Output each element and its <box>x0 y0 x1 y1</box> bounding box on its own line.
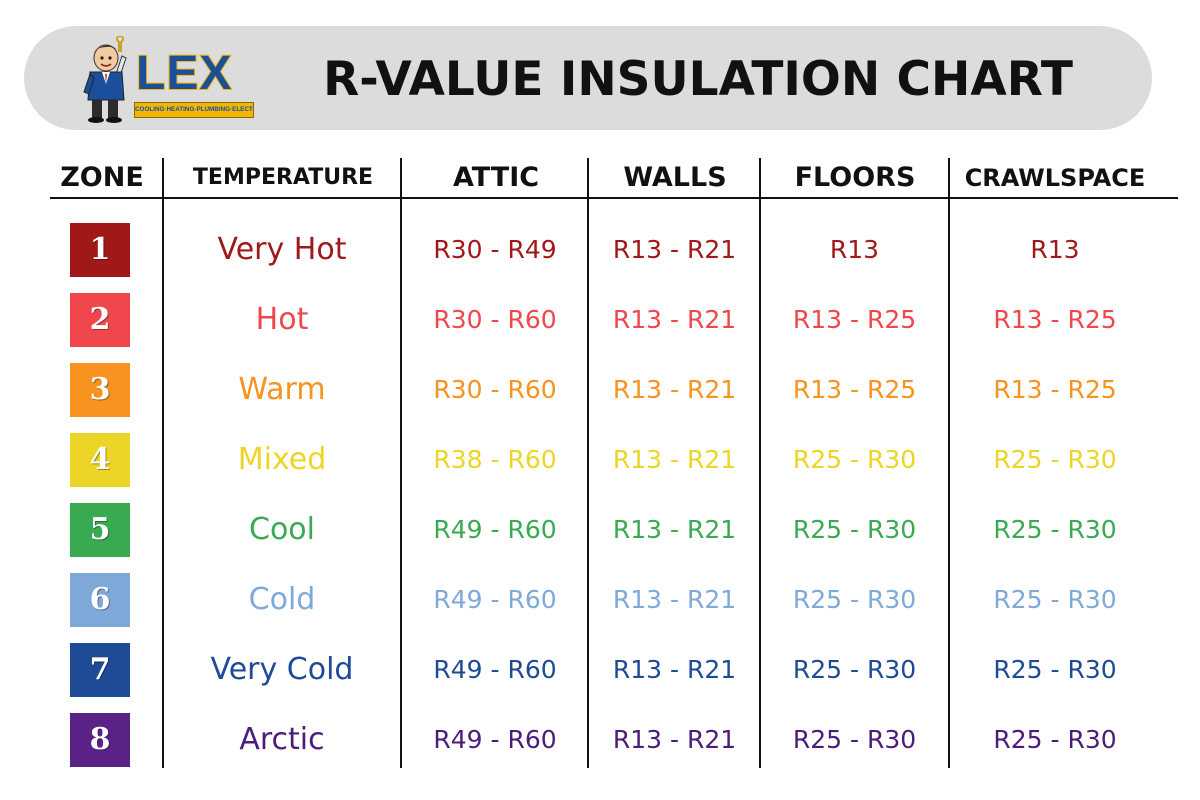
zone-badge: 8 <box>70 713 130 767</box>
crawlspace-cell: R25 - R30 <box>993 585 1117 614</box>
attic-cell: R49 - R60 <box>433 585 557 614</box>
walls-cell: R13 - R21 <box>612 375 737 404</box>
column-divider <box>948 158 950 768</box>
table-row-zone-3: 3 Warm R30 - R60 R13 - R21 R13 - R25 R13… <box>0 355 1200 425</box>
mascot-icon <box>83 36 127 123</box>
table-row-zone-8: 8 Arctic R49 - R60 R13 - R21 R25 - R30 R… <box>0 705 1200 775</box>
header-divider <box>50 197 1178 199</box>
attic-cell: R49 - R60 <box>433 515 557 544</box>
floors-cell: R25 - R30 <box>792 585 917 614</box>
floors-cell: R13 <box>829 235 880 264</box>
crawlspace-cell: R13 - R25 <box>993 305 1117 334</box>
column-header-temperature: TEMPERATURE <box>192 165 374 190</box>
walls-cell: R13 - R21 <box>612 725 737 754</box>
table-row-zone-2: 2 Hot R30 - R60 R13 - R21 R13 - R25 R13 … <box>0 285 1200 355</box>
logo-wordmark: LEX <box>135 47 233 100</box>
lex-logo: LEX COOLING·HEATING·PLUMBING·ELECTRIC <box>78 36 258 124</box>
floors-cell: R13 - R25 <box>792 375 917 404</box>
walls-cell: R13 - R21 <box>612 445 737 474</box>
attic-cell: R30 - R60 <box>433 375 557 404</box>
temperature-cell: Arctic <box>239 722 325 757</box>
crawlspace-cell: R13 <box>1030 235 1080 264</box>
table-row-zone-1: 1 Very Hot R30 - R49 R13 - R21 R13 R13 <box>0 215 1200 285</box>
attic-cell: R30 - R49 <box>433 235 557 264</box>
temperature-cell: Very Cold <box>210 652 354 687</box>
floors-cell: R25 - R30 <box>792 725 917 754</box>
temperature-cell: Cold <box>248 582 316 617</box>
zone-badge: 3 <box>70 363 130 417</box>
zone-badge: 1 <box>70 223 130 277</box>
walls-cell: R13 - R21 <box>612 655 737 684</box>
crawlspace-cell: R25 - R30 <box>993 655 1117 684</box>
floors-cell: R25 - R30 <box>792 655 917 684</box>
floors-cell: R25 - R30 <box>792 515 917 544</box>
logo-tagline: COOLING·HEATING·PLUMBING·ELECTRIC <box>134 102 254 118</box>
crawlspace-cell: R25 - R30 <box>993 515 1117 544</box>
table-row-zone-7: 7 Very Cold R49 - R60 R13 - R21 R25 - R3… <box>0 635 1200 705</box>
zone-badge: 2 <box>70 293 130 347</box>
column-divider <box>162 158 164 768</box>
column-header-crawlspace: CRAWLSPACE <box>964 164 1146 192</box>
crawlspace-cell: R25 - R30 <box>993 725 1117 754</box>
temperature-cell: Warm <box>238 372 326 407</box>
floors-cell: R25 - R30 <box>792 445 917 474</box>
column-divider <box>759 158 761 768</box>
temperature-cell: Cool <box>249 512 315 547</box>
column-divider <box>400 158 402 768</box>
attic-cell: R49 - R60 <box>433 725 557 754</box>
zone-badge: 7 <box>70 643 130 697</box>
attic-cell: R49 - R60 <box>433 655 557 684</box>
walls-cell: R13 - R21 <box>612 305 737 334</box>
zone-badge: 4 <box>70 433 130 487</box>
column-divider <box>587 158 589 768</box>
crawlspace-cell: R13 - R25 <box>993 375 1117 404</box>
table-row-zone-4: 4 Mixed R38 - R60 R13 - R21 R25 - R30 R2… <box>0 425 1200 495</box>
attic-cell: R30 - R60 <box>433 305 557 334</box>
attic-cell: R38 - R60 <box>433 445 557 474</box>
temperature-cell: Hot <box>255 302 309 337</box>
page-title: R-VALUE INSULATION CHART <box>323 52 1073 107</box>
table-row-zone-6: 6 Cold R49 - R60 R13 - R21 R25 - R30 R25… <box>0 565 1200 635</box>
column-header-walls: WALLS <box>623 162 727 193</box>
column-header-attic: ATTIC <box>452 162 540 193</box>
floors-cell: R13 - R25 <box>792 305 917 334</box>
zone-badge: 6 <box>70 573 130 627</box>
walls-cell: R13 - R21 <box>612 585 737 614</box>
temperature-cell: Mixed <box>237 442 327 477</box>
zone-badge: 5 <box>70 503 130 557</box>
walls-cell: R13 - R21 <box>612 515 737 544</box>
column-header-zone: ZONE <box>60 162 144 193</box>
temperature-cell: Very Hot <box>217 232 347 267</box>
column-header-floors: FLOORS <box>794 162 916 193</box>
crawlspace-cell: R25 - R30 <box>993 445 1117 474</box>
walls-cell: R13 - R21 <box>612 235 737 264</box>
table-row-zone-5: 5 Cool R49 - R60 R13 - R21 R25 - R30 R25… <box>0 495 1200 565</box>
